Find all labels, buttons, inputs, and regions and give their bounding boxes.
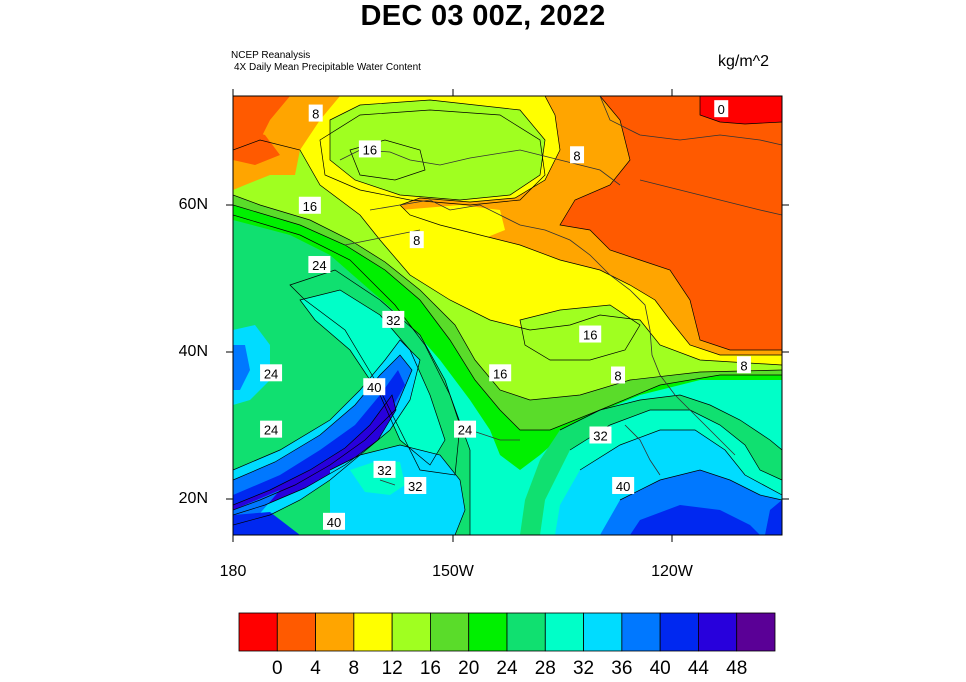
- contour-label-box: [358, 140, 381, 158]
- contour-label-box: [260, 420, 283, 438]
- contour-label: 24: [264, 423, 278, 438]
- units-label: kg/m^2: [718, 53, 770, 70]
- contour-label-box: [489, 364, 512, 382]
- contour-labels: 8 16 8 0 16 8 24 32 16 24 40 16 8 8 24 24 32 32 32 40 40: [260, 100, 751, 530]
- colorbar-swatch: [391, 612, 431, 652]
- contour-label: 40: [367, 380, 381, 395]
- colorbar-swatch: [659, 612, 699, 652]
- colorbar-swatch: [468, 612, 508, 652]
- contour-label-box: [611, 366, 626, 384]
- colorbar: [238, 612, 776, 652]
- contour-label: 32: [408, 479, 422, 494]
- contour-label: 32: [386, 313, 400, 328]
- contour-label: 8: [413, 233, 420, 248]
- map-frame: [232, 95, 783, 536]
- contour-label-box: [363, 378, 386, 396]
- contour-label-box: [612, 476, 635, 494]
- colorbar-swatch: [583, 612, 623, 652]
- colorbar-swatch: [736, 612, 776, 652]
- colorbar-label: 36: [611, 658, 633, 679]
- colorbar-label: 16: [419, 658, 441, 679]
- map-title: DEC 03 00Z, 2022: [360, 0, 606, 32]
- source-label: NCEP Reanalysis: [231, 50, 311, 61]
- lat-tick-label: 20N: [178, 490, 208, 507]
- contour-label: 24: [458, 423, 472, 438]
- contour-label: 32: [377, 463, 391, 478]
- contour-label-box: [260, 364, 283, 382]
- colorbar-label: 0: [271, 658, 283, 679]
- contour-label-box: [714, 100, 729, 118]
- contour-label-box: [409, 231, 424, 249]
- contour-fill: [233, 96, 782, 535]
- colorbar-swatch: [544, 612, 584, 652]
- contour-lines: [233, 96, 782, 535]
- colorbar-label: 8: [348, 658, 360, 679]
- contour-label: 40: [327, 515, 341, 530]
- contour-label: 16: [493, 366, 507, 381]
- colorbar-swatch: [698, 612, 738, 652]
- colorbar-swatch: [276, 612, 316, 652]
- colorbar-label: 12: [381, 658, 403, 679]
- contour-label: 24: [312, 258, 326, 273]
- colorbar-label: 40: [649, 658, 671, 679]
- colorbar-label: 28: [534, 658, 556, 679]
- contour-label: 16: [363, 142, 377, 157]
- contour-label: 8: [312, 107, 319, 122]
- colorbar-swatch: [506, 612, 546, 652]
- contour-label: 8: [614, 368, 621, 383]
- axis-ticks: [226, 89, 789, 542]
- contour-label: 24: [264, 366, 278, 381]
- contour-label-box: [570, 146, 585, 164]
- contour-label: 16: [583, 328, 597, 343]
- contour-label-box: [373, 460, 396, 478]
- lat-tick-label: 40N: [178, 343, 208, 360]
- colorbar-label: 44: [687, 658, 709, 679]
- contour-label: 8: [573, 148, 580, 163]
- contour-label-box: [736, 356, 751, 374]
- contour-label: 0: [718, 102, 725, 117]
- lat-tick-label: 60N: [178, 196, 208, 213]
- colorbar-label: 20: [458, 658, 480, 679]
- coastlines: [339, 96, 782, 486]
- colorbar-swatch: [621, 612, 661, 652]
- colorbar-label: 32: [572, 658, 595, 679]
- lon-tick-label: 150W: [432, 563, 474, 580]
- contour-label-box: [308, 104, 323, 122]
- colorbar-swatch: [430, 612, 470, 652]
- contour-label-box: [323, 512, 346, 530]
- variable-label: 4X Daily Mean Precipitable Water Content: [234, 62, 421, 73]
- colorbar-swatch: [315, 612, 355, 652]
- contour-label-box: [308, 256, 331, 274]
- contour-label-box: [454, 420, 477, 438]
- contour-label-box: [404, 476, 427, 494]
- contour-label: 32: [593, 428, 607, 443]
- colorbar-label: 4: [310, 658, 321, 679]
- colorbar-swatch: [353, 612, 393, 652]
- contour-label: 40: [616, 479, 630, 494]
- lon-tick-label: 120W: [651, 563, 693, 580]
- colorbar-label: 24: [496, 658, 518, 679]
- contour-label-box: [298, 196, 321, 214]
- lon-tick-label: 180: [219, 563, 247, 580]
- contour-label-box: [589, 426, 612, 444]
- colorbar-swatch: [238, 612, 278, 652]
- contour-label-box: [579, 325, 602, 343]
- contour-label: 16: [303, 199, 317, 214]
- contour-label: 8: [740, 358, 747, 373]
- contour-label-box: [382, 310, 405, 328]
- colorbar-label: 48: [726, 658, 748, 679]
